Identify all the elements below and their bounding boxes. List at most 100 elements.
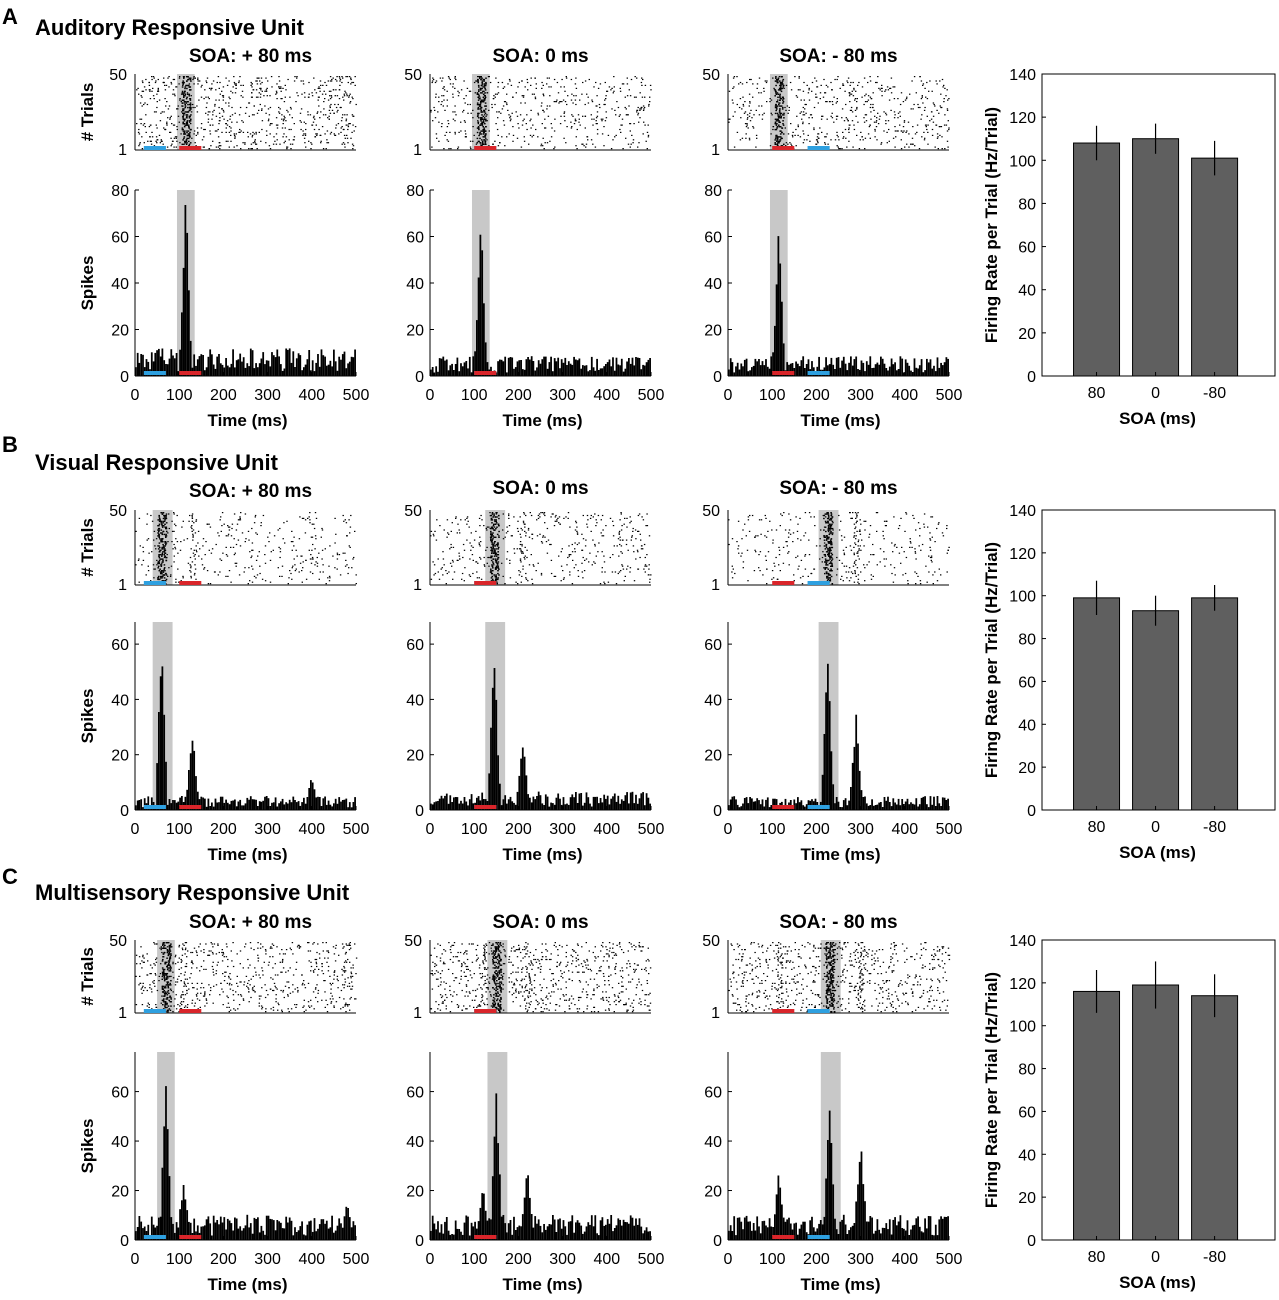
psth-y-tick-label: 20 bbox=[111, 323, 129, 340]
spike bbox=[643, 108, 645, 110]
spike bbox=[852, 572, 854, 575]
spike bbox=[444, 109, 446, 111]
spike bbox=[435, 80, 438, 82]
spike bbox=[339, 80, 341, 82]
psth-bin bbox=[193, 750, 196, 810]
spike bbox=[886, 520, 888, 522]
spike bbox=[157, 578, 159, 581]
spike bbox=[510, 535, 513, 537]
spike bbox=[138, 133, 141, 135]
spike bbox=[564, 101, 567, 103]
spike bbox=[940, 93, 942, 95]
bar-x-tick-label: 0 bbox=[1151, 385, 1160, 402]
psth-bin bbox=[303, 797, 305, 810]
spike bbox=[827, 574, 830, 576]
psth-bin bbox=[874, 364, 877, 376]
spike bbox=[352, 558, 354, 560]
spike bbox=[549, 95, 551, 97]
spike bbox=[639, 92, 641, 94]
spike bbox=[823, 545, 826, 547]
psth-bin bbox=[628, 803, 630, 810]
spike bbox=[863, 121, 866, 123]
spike bbox=[573, 123, 576, 125]
spike bbox=[501, 136, 503, 138]
spike bbox=[215, 89, 217, 91]
spike bbox=[221, 525, 223, 527]
spike bbox=[927, 526, 929, 528]
spike bbox=[289, 114, 291, 116]
spike bbox=[253, 114, 255, 116]
spike bbox=[247, 583, 249, 585]
psth-bin bbox=[269, 366, 272, 376]
spike bbox=[824, 92, 827, 94]
psth-bin bbox=[138, 362, 141, 376]
psth-x-tick-label: 500 bbox=[638, 387, 665, 404]
spike bbox=[832, 529, 834, 531]
spike bbox=[778, 124, 780, 126]
spike bbox=[738, 83, 740, 85]
spike bbox=[638, 121, 640, 123]
psth-bin bbox=[585, 792, 588, 810]
psth-y-tick-label: 40 bbox=[111, 276, 129, 293]
psth-bin bbox=[287, 349, 289, 376]
psth-bin bbox=[163, 714, 166, 810]
spike bbox=[316, 565, 319, 567]
spike bbox=[543, 148, 545, 150]
spike bbox=[540, 574, 543, 576]
spike bbox=[765, 559, 767, 561]
auditory-stimulus-bar bbox=[179, 371, 202, 375]
spike bbox=[534, 98, 537, 100]
spike bbox=[924, 137, 926, 139]
spike bbox=[490, 533, 492, 536]
spike bbox=[792, 532, 795, 534]
spike bbox=[941, 136, 943, 138]
spike bbox=[837, 136, 839, 138]
spike bbox=[231, 523, 234, 525]
spike bbox=[594, 146, 597, 148]
spike bbox=[485, 105, 487, 107]
spike bbox=[187, 124, 190, 126]
spike bbox=[252, 142, 254, 144]
spike bbox=[286, 146, 288, 148]
spike bbox=[728, 118, 730, 120]
spike bbox=[236, 523, 239, 525]
spike bbox=[921, 543, 924, 546]
spike bbox=[765, 517, 767, 519]
spike bbox=[186, 84, 188, 87]
spike bbox=[825, 543, 827, 546]
spike bbox=[830, 561, 832, 563]
spike bbox=[618, 532, 620, 534]
spike bbox=[470, 532, 472, 534]
spike bbox=[309, 522, 311, 524]
spike bbox=[192, 552, 195, 554]
spike bbox=[146, 513, 149, 515]
spike bbox=[355, 103, 357, 106]
spike bbox=[800, 99, 802, 101]
spike bbox=[209, 526, 212, 528]
spike bbox=[353, 130, 355, 132]
spike bbox=[575, 95, 577, 97]
spike bbox=[161, 552, 164, 554]
spike bbox=[186, 93, 189, 95]
spike bbox=[230, 546, 232, 548]
spike bbox=[544, 514, 546, 517]
spike bbox=[631, 536, 633, 538]
spike bbox=[188, 140, 190, 143]
spike bbox=[493, 513, 495, 515]
spike bbox=[163, 516, 166, 518]
spike bbox=[818, 137, 820, 139]
spike bbox=[436, 137, 438, 139]
spike bbox=[863, 77, 866, 79]
spike bbox=[162, 538, 164, 540]
spike bbox=[930, 556, 933, 559]
psth-bin bbox=[445, 359, 448, 376]
spike bbox=[208, 87, 211, 89]
spike bbox=[779, 136, 782, 138]
spike bbox=[480, 139, 483, 141]
summary-bar bbox=[1132, 138, 1180, 377]
spike bbox=[859, 529, 861, 531]
spike bbox=[826, 118, 828, 120]
spike bbox=[230, 134, 232, 136]
spike bbox=[857, 541, 859, 543]
psth-bin bbox=[467, 805, 469, 810]
